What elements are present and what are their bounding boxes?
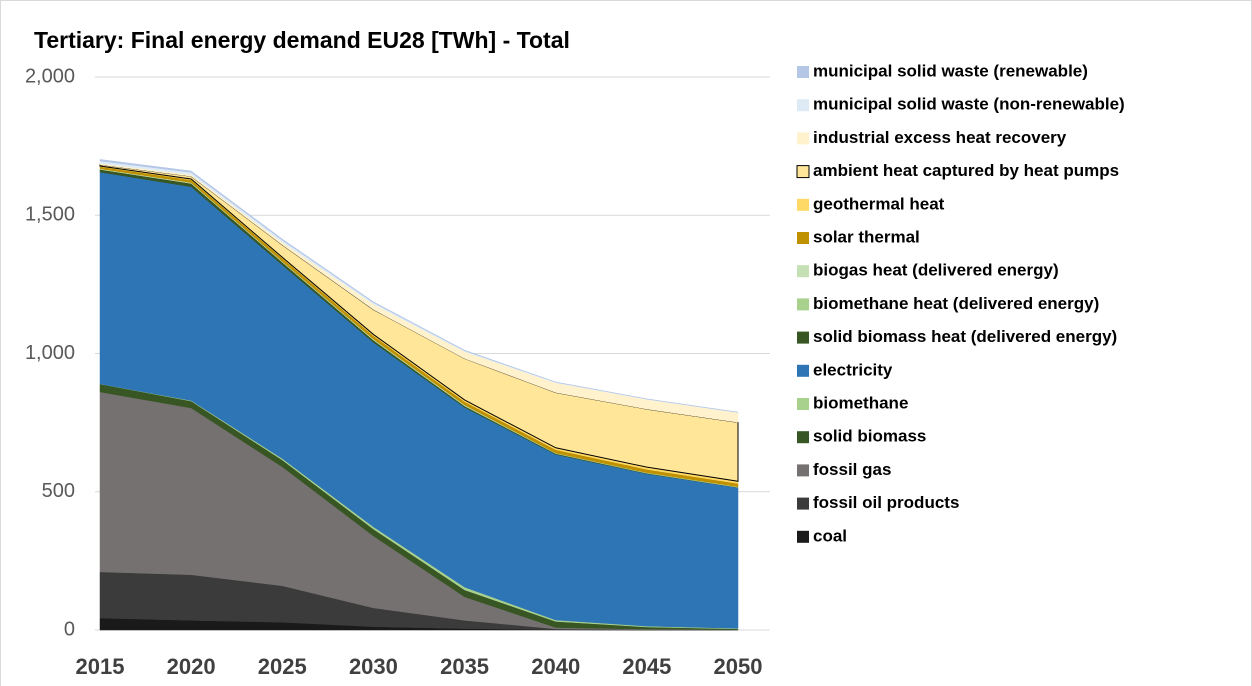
legend-label: biomethane heat (delivered energy)	[813, 294, 1099, 313]
legend-label: municipal solid waste (renewable)	[813, 61, 1088, 80]
legend-swatch	[797, 398, 809, 410]
legend-label: fossil gas	[813, 460, 891, 479]
legend-label: solid biomass heat (delivered energy)	[813, 327, 1117, 346]
legend-label: municipal solid waste (non-renewable)	[813, 95, 1125, 114]
legend-swatch	[797, 232, 809, 244]
x-tick-label: 2015	[76, 654, 125, 679]
legend-swatch	[797, 298, 809, 311]
legend-label: geothermal heat	[813, 194, 945, 213]
legend-swatch	[797, 497, 809, 510]
legend-swatch	[797, 364, 809, 377]
x-tick-label: 2035	[440, 654, 489, 679]
legend-swatch	[797, 198, 809, 211]
legend-label: solar thermal	[813, 227, 920, 246]
legend-label: fossil oil products	[813, 493, 959, 512]
x-tick-label: 2050	[714, 654, 763, 679]
legend-label: ambient heat captured by heat pumps	[813, 161, 1119, 180]
y-tick-label: 2,000	[25, 65, 75, 87]
legend-swatch	[797, 464, 809, 477]
x-tick-label: 2020	[167, 654, 216, 679]
legend-label: biomethane	[813, 393, 908, 412]
x-tick-label: 2040	[531, 654, 580, 679]
y-tick-label: 1,000	[25, 342, 75, 364]
y-tick-label: 1,500	[25, 204, 75, 226]
legend-label: coal	[813, 526, 847, 545]
legend-swatch	[797, 331, 809, 344]
chart-title: Tertiary: Final energy demand EU28 [TWh]…	[34, 27, 570, 53]
area	[99, 159, 739, 413]
legend-swatch	[797, 132, 809, 145]
legend-swatch	[797, 530, 809, 543]
legend-label: solid biomass	[813, 427, 926, 446]
legend-swatch	[796, 165, 810, 179]
x-tick-label: 2025	[258, 654, 307, 679]
legend-label: biogas heat (delivered energy)	[813, 261, 1059, 280]
legend-label: electricity	[813, 360, 893, 379]
legend-label: industrial excess heat recovery	[813, 128, 1067, 147]
x-tick-label: 2030	[349, 654, 398, 679]
legend-swatch	[797, 66, 809, 78]
legend-swatch	[797, 99, 809, 112]
legend-swatch	[797, 265, 809, 278]
x-tick-label: 2045	[622, 654, 671, 679]
legend-swatch	[797, 431, 809, 444]
y-tick-label: 500	[42, 480, 75, 502]
y-tick-label: 0	[64, 618, 75, 640]
